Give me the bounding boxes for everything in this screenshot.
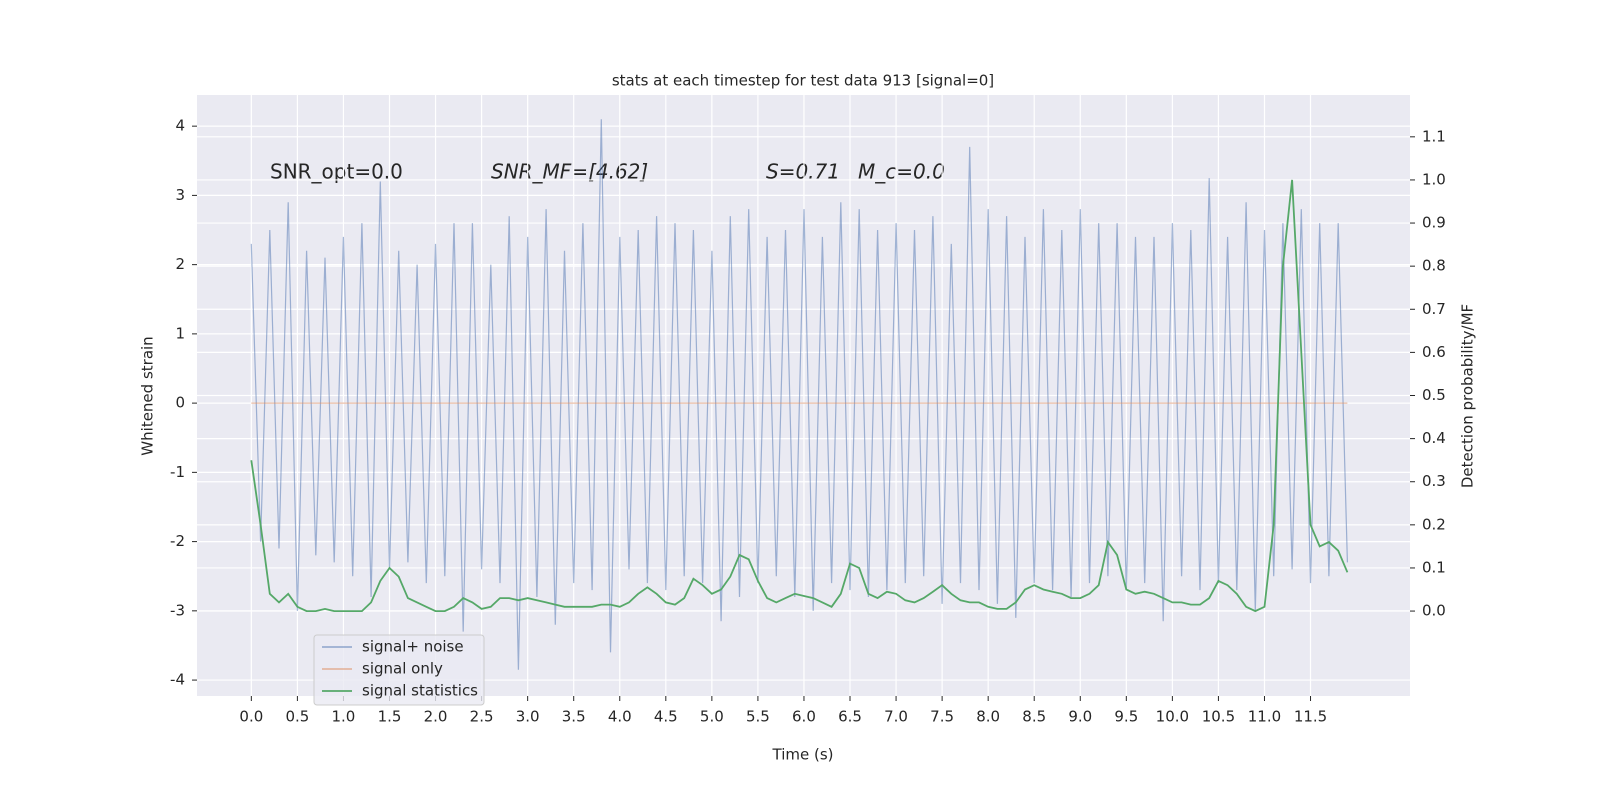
x-tick-label: 8.5 xyxy=(1022,708,1046,726)
y2-tick-label: 0.9 xyxy=(1422,214,1446,232)
x-tick-label: 4.0 xyxy=(608,708,632,726)
x-tick-label: 9.5 xyxy=(1114,708,1138,726)
y-tick-label: -3 xyxy=(170,601,185,619)
y2-tick-label: 0.5 xyxy=(1422,386,1446,404)
x-tick-label: 3.0 xyxy=(516,708,540,726)
y-tick-label: 1 xyxy=(175,324,185,342)
x-tick-label: 9.0 xyxy=(1068,708,1092,726)
legend-label: signal statistics xyxy=(362,682,478,700)
y-tick-label: -2 xyxy=(170,532,185,550)
x-tick-label: 7.0 xyxy=(884,708,908,726)
chart-title: stats at each timestep for test data 913… xyxy=(612,72,994,90)
x-tick-label: 11.0 xyxy=(1248,708,1281,726)
x-tick-label: 0.5 xyxy=(285,708,309,726)
x-tick-label: 0.0 xyxy=(239,708,263,726)
x-tick-label: 6.0 xyxy=(792,708,816,726)
legend: signal+ noise signal only signal statistic… xyxy=(313,634,485,706)
legend-label: signal only xyxy=(362,660,443,678)
x-tick-label: 4.5 xyxy=(654,708,678,726)
x-tick-label: 3.5 xyxy=(562,708,586,726)
x-axis-label: Time (s) xyxy=(772,746,834,764)
y-tick-label: -4 xyxy=(170,671,185,689)
x-tick-label: 1.0 xyxy=(332,708,356,726)
y2-axis-label: Detection probability/MF xyxy=(1459,304,1477,488)
y2-tick-label: 0.8 xyxy=(1422,257,1446,275)
legend-box xyxy=(313,634,485,706)
x-tick-label: 2.0 xyxy=(424,708,448,726)
y-axis-label: Whitened strain xyxy=(139,336,157,455)
x-tick-label: 1.5 xyxy=(378,708,402,726)
y-tick-label: -1 xyxy=(170,463,185,481)
y2-tick-label: 0.6 xyxy=(1422,343,1446,361)
x-tick-label: 5.5 xyxy=(746,708,770,726)
y2-tick-label: 0.7 xyxy=(1422,300,1446,318)
y2-tick-label: 0.0 xyxy=(1422,602,1446,620)
y2-tick-label: 1.0 xyxy=(1422,170,1446,188)
x-tick-label: 2.5 xyxy=(470,708,494,726)
y-tick-label: 2 xyxy=(175,255,185,273)
x-tick-label: 10.5 xyxy=(1202,708,1235,726)
y-tick-label: 3 xyxy=(175,186,185,204)
y2-tick-label: 0.3 xyxy=(1422,472,1446,490)
x-tick-label: 7.5 xyxy=(930,708,954,726)
x-tick-label: 6.5 xyxy=(838,708,862,726)
y2-tick-label: 0.4 xyxy=(1422,429,1446,447)
series-line xyxy=(250,179,1349,613)
grid xyxy=(197,95,1410,696)
y2-tick-label: 1.1 xyxy=(1422,127,1446,145)
y-tick-label: 0 xyxy=(175,394,185,412)
y-tick-label: 4 xyxy=(175,117,185,135)
legend-label: signal+ noise xyxy=(362,638,464,656)
x-tick-label: 10.0 xyxy=(1156,708,1189,726)
x-tick-label: 11.5 xyxy=(1294,708,1327,726)
y2-tick-label: 0.2 xyxy=(1422,515,1446,533)
x-tick-label: 8.0 xyxy=(976,708,1000,726)
x-tick-label: 5.0 xyxy=(700,708,724,726)
y2-tick-label: 0.1 xyxy=(1422,558,1446,576)
